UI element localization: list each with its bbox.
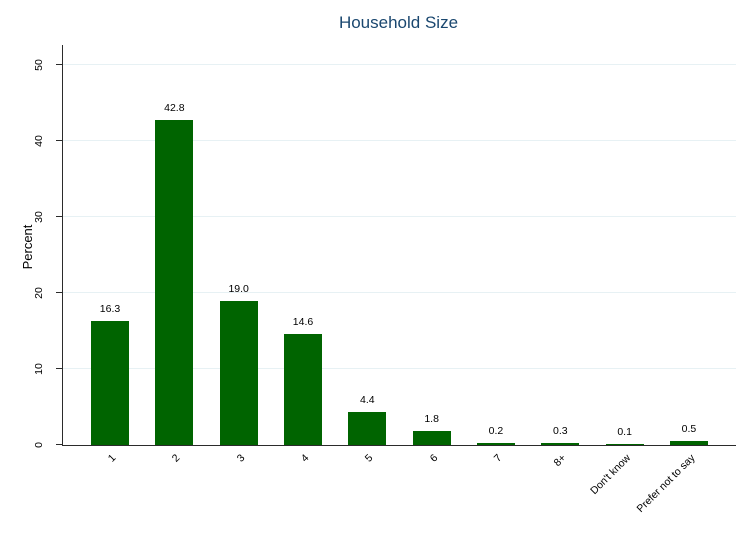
x-category-label: 1	[105, 452, 119, 465]
bar-3	[219, 300, 258, 445]
x-label-slot: 7	[477, 445, 515, 545]
gridline-30	[63, 215, 736, 217]
bar-Prefer not to say	[669, 441, 708, 445]
bar-slot: 14.6	[283, 45, 322, 445]
bar-8+	[541, 442, 580, 445]
y-tick-10	[56, 367, 62, 369]
x-label-slot: 5	[348, 445, 386, 545]
x-category-label: 5	[363, 452, 376, 465]
y-tick-0	[56, 444, 62, 445]
bar-value-label: 14.6	[292, 315, 314, 328]
bar-value-label: 0.1	[617, 426, 632, 438]
bar-value-label: 1.8	[424, 413, 439, 426]
bar-value-label: 4.4	[360, 393, 375, 406]
bar-5	[348, 411, 387, 445]
x-label-slot: Don't know	[588, 445, 644, 545]
x-label-slot: 2	[155, 445, 193, 545]
x-label-slot: 3	[220, 445, 258, 545]
bar-1	[91, 321, 129, 445]
x-category-label: 4	[298, 452, 312, 465]
x-label-slot: Prefer not to say	[634, 445, 708, 545]
bar-slot: 0.5	[669, 45, 708, 445]
x-category-label: 3	[234, 452, 248, 465]
bar-slot: 16.3	[91, 45, 129, 445]
y-tick-label-40: 40	[33, 134, 45, 147]
gridline-50	[63, 63, 736, 65]
bar-value-label: 16.3	[99, 303, 121, 316]
bar-value-label: 0.5	[681, 423, 697, 436]
x-category-label: 6	[427, 452, 441, 465]
bar-slot: 0.2	[476, 45, 515, 445]
bar-value-label: 42.8	[164, 101, 185, 114]
x-category-label: Don't know	[588, 452, 634, 497]
x-axis-labels: 1 2 3 4 5 6 7 8+ Don't know Prefer not to say	[91, 445, 708, 545]
bar-slot: 19.0	[219, 45, 258, 445]
x-category-label: 8+	[551, 452, 569, 469]
bar-4	[283, 333, 322, 445]
x-category-label: 2	[170, 452, 183, 465]
x-label-slot: 4	[284, 445, 322, 545]
y-tick-label-50: 50	[33, 58, 45, 71]
y-tick-20	[56, 291, 62, 293]
bar-slot: 0.3	[541, 45, 580, 445]
gridline-40	[63, 139, 736, 141]
bar-Don't know	[605, 444, 644, 445]
bar-7	[476, 443, 515, 445]
bar-value-label: 0.2	[488, 425, 504, 438]
bar-slot: 42.8	[155, 45, 194, 445]
gridline-10	[63, 367, 736, 369]
bar-value-label: 0.3	[552, 424, 568, 437]
y-tick-30	[56, 215, 62, 217]
x-category-label: Prefer not to say	[634, 452, 698, 515]
x-label-slot: 1	[91, 445, 129, 545]
y-tick-label-20: 20	[33, 287, 45, 299]
gridline-20	[63, 291, 736, 293]
x-label-slot: 8+	[541, 445, 579, 545]
y-axis-title: Percent	[20, 224, 35, 270]
y-tick-label-0: 0	[33, 442, 45, 448]
plot-area: Percent 0 10 20 30 40 50 16.3 42.8 19.0 14.6 4.4 1…	[20, 45, 736, 515]
bars-container: 16.3 42.8 19.0 14.6 4.4 1.8 0.2 0.3 0.1 0.5	[91, 45, 708, 445]
x-label-slot: 6	[413, 445, 451, 545]
chart-title: Household Size	[338, 13, 459, 32]
bar-2	[155, 119, 194, 445]
y-tick-50	[56, 63, 62, 65]
bar-value-label: 19.0	[228, 282, 249, 295]
y-tick-40	[56, 139, 62, 141]
bar-slot: 1.8	[412, 45, 451, 445]
y-tick-label-30: 30	[33, 211, 45, 223]
bar-slot: 4.4	[348, 45, 387, 445]
x-category-label: 7	[491, 452, 505, 465]
bar-slot: 0.1	[605, 45, 644, 445]
bar-6	[412, 431, 451, 445]
y-tick-label-10: 10	[33, 363, 45, 375]
